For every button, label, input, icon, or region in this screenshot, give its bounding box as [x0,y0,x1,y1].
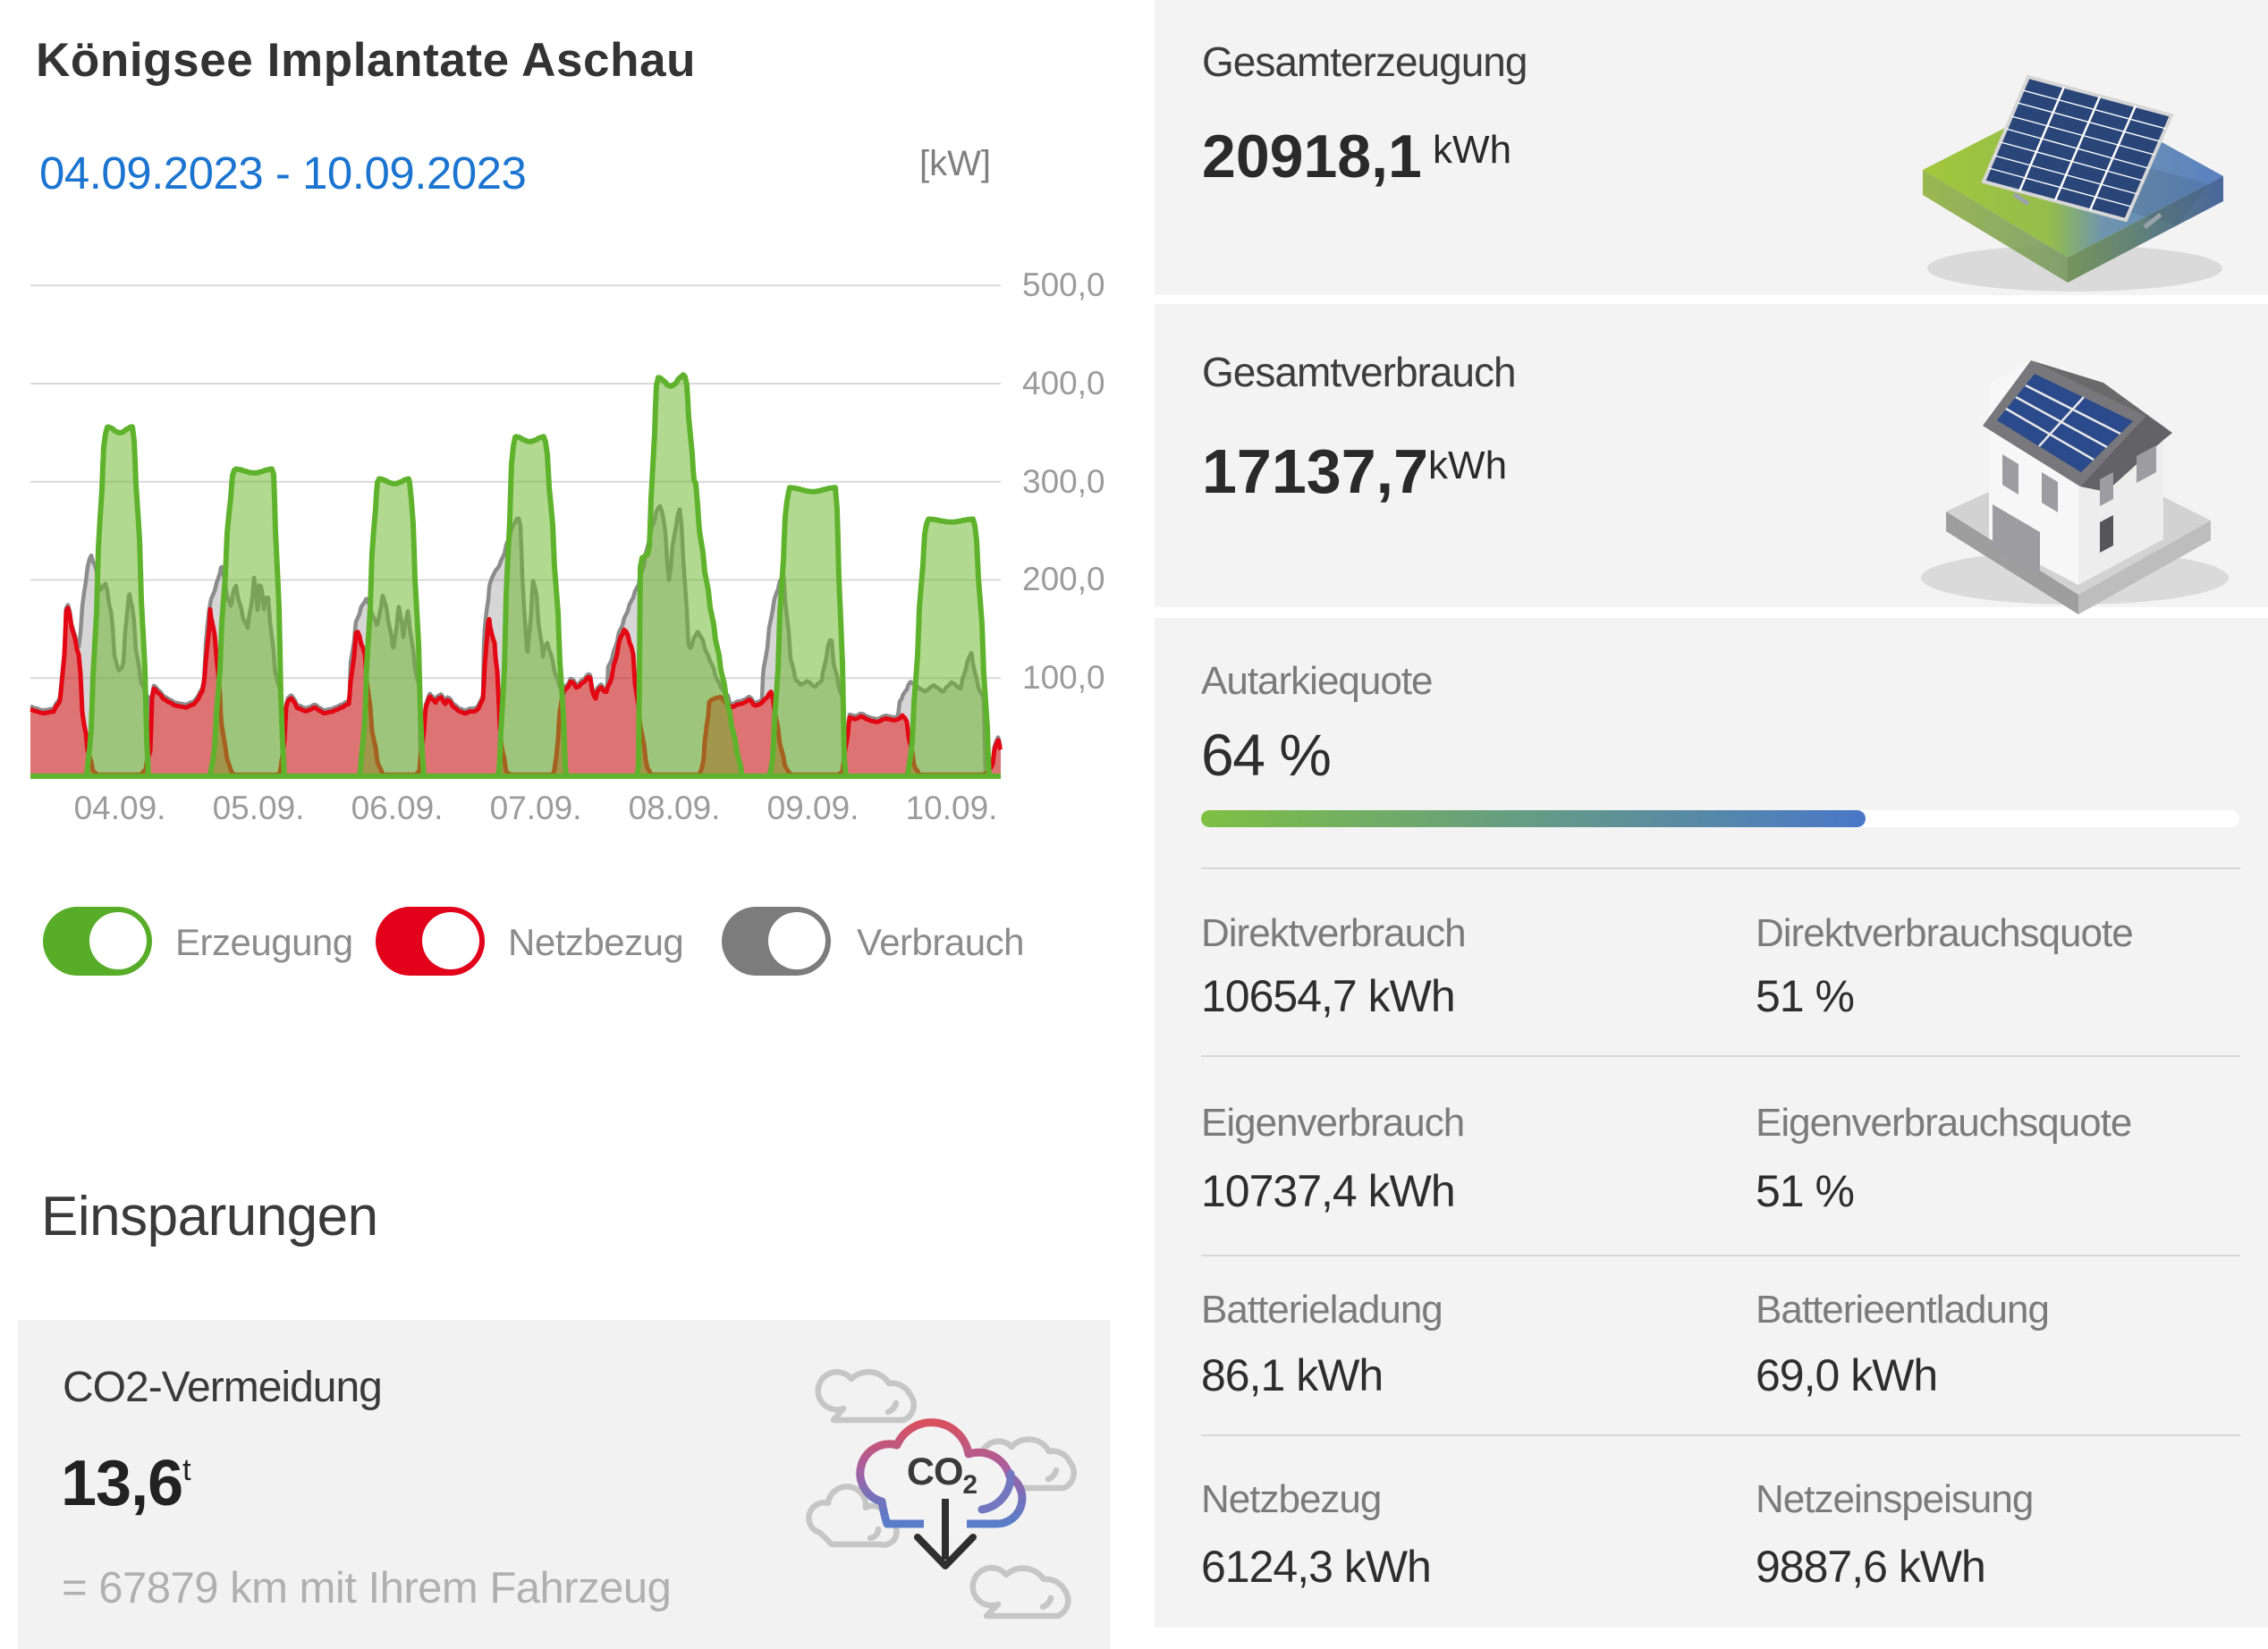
svg-text:400,0: 400,0 [1022,365,1105,402]
svg-text:07.09.: 07.09. [490,790,582,826]
svg-text:100,0: 100,0 [1022,659,1105,696]
svg-text:500,0: 500,0 [1022,266,1105,303]
svg-text:10.09.: 10.09. [906,790,998,826]
svg-text:09.09.: 09.09. [767,790,859,826]
svg-text:[kW]: [kW] [919,144,991,183]
svg-text:300,0: 300,0 [1022,463,1105,500]
svg-text:05.09.: 05.09. [213,790,305,826]
svg-text:08.09.: 08.09. [629,790,721,826]
svg-text:200,0: 200,0 [1022,561,1105,597]
svg-text:04.09.: 04.09. [74,790,166,826]
svg-text:06.09.: 06.09. [351,790,444,826]
